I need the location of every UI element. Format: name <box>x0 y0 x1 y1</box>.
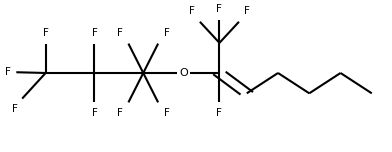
Text: F: F <box>117 108 123 118</box>
Text: F: F <box>117 28 123 38</box>
Text: F: F <box>163 28 169 38</box>
Text: F: F <box>189 6 195 16</box>
Text: F: F <box>244 6 250 16</box>
Text: F: F <box>216 4 222 14</box>
Text: F: F <box>43 28 49 38</box>
Text: F: F <box>91 108 97 118</box>
Text: F: F <box>5 67 11 77</box>
Text: F: F <box>163 108 169 118</box>
Text: O: O <box>179 68 188 78</box>
Text: F: F <box>12 104 18 114</box>
Text: F: F <box>216 108 222 118</box>
Text: F: F <box>91 28 97 38</box>
